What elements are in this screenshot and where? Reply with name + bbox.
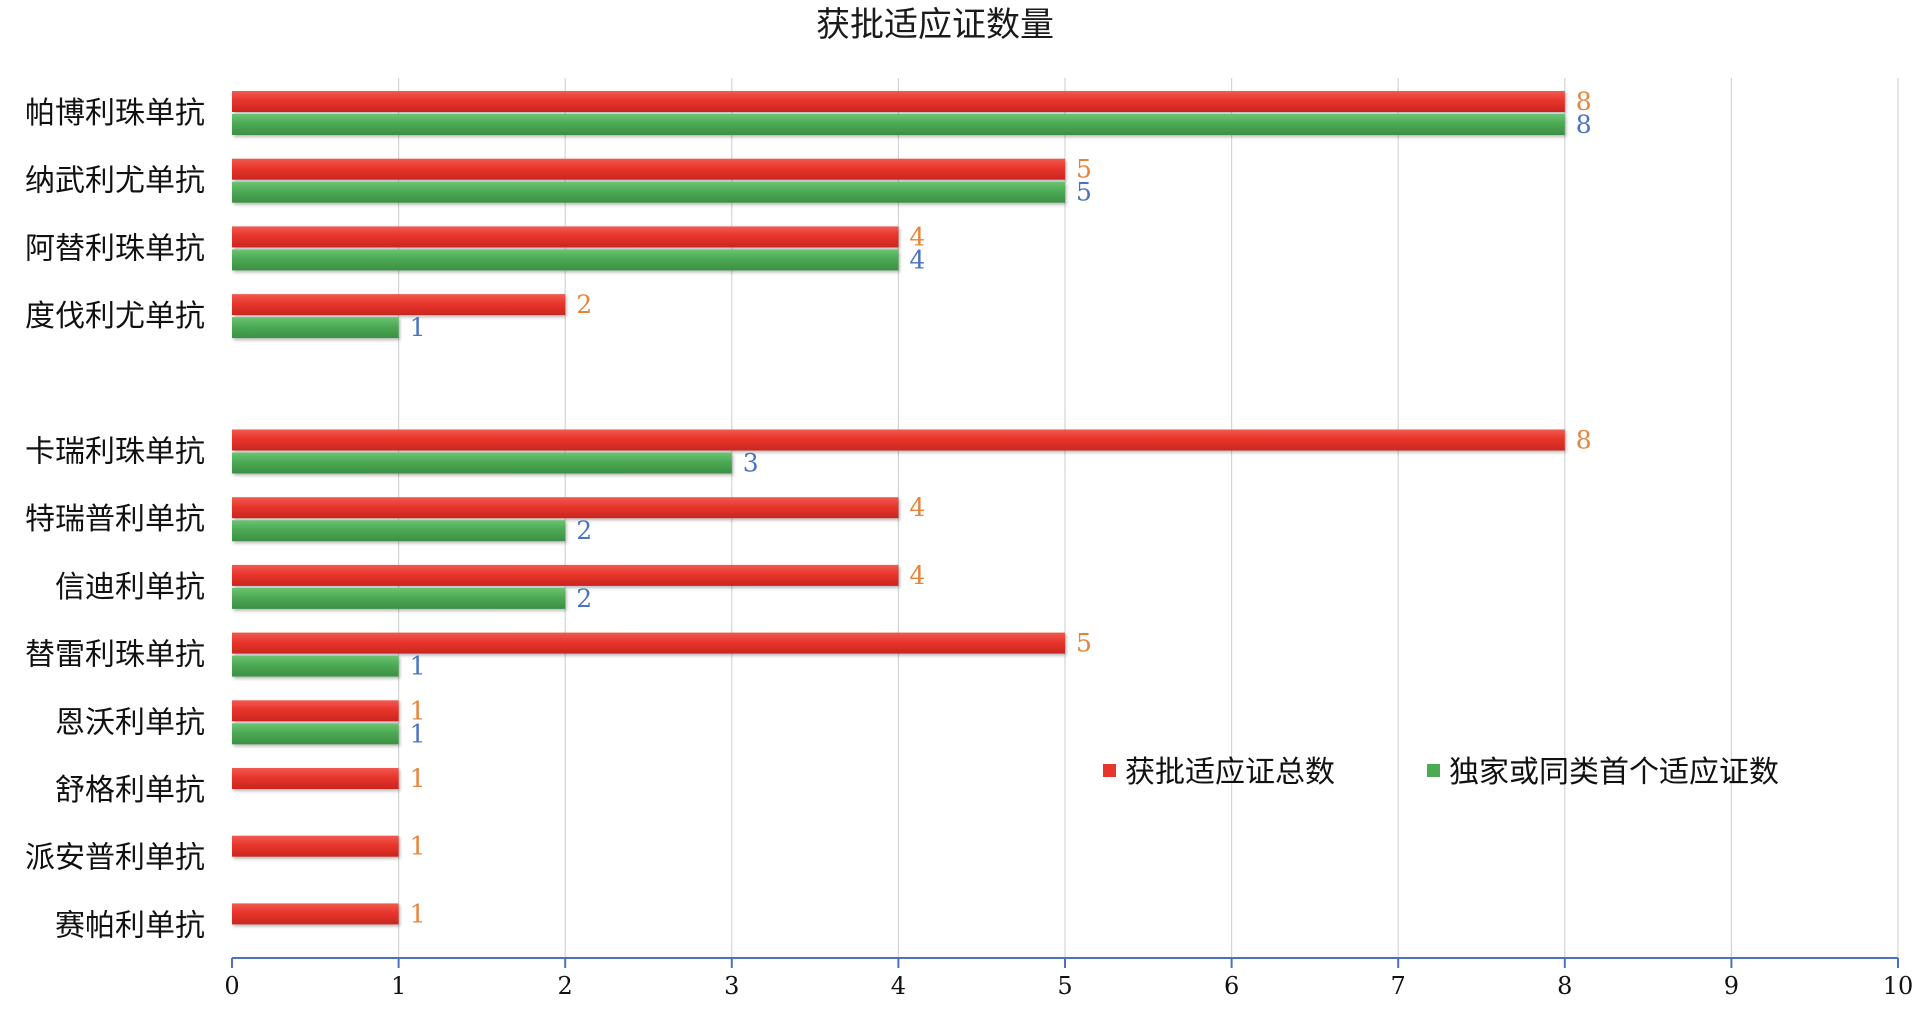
category-label: 舒格利单抗 xyxy=(55,773,205,808)
bar-exclusive-9 xyxy=(232,723,399,745)
x-tick-label: 10 xyxy=(1883,972,1914,1000)
category-label: 特瑞普利单抗 xyxy=(25,502,205,537)
x-tick-label: 4 xyxy=(891,972,906,1000)
data-label: 1 xyxy=(410,832,426,861)
bar-total-12 xyxy=(232,903,399,925)
x-tick-label: 3 xyxy=(724,972,739,1000)
data-label: 8 xyxy=(1576,110,1592,139)
data-label: 4 xyxy=(909,222,925,251)
category-label: 派安普利单抗 xyxy=(25,841,205,876)
x-tick-label: 9 xyxy=(1724,972,1739,1000)
category-label: 恩沃利单抗 xyxy=(55,705,205,740)
category-label: 替雷利珠单抗 xyxy=(25,638,205,673)
data-label: 5 xyxy=(1076,155,1092,184)
bar-total-5 xyxy=(232,429,1565,451)
data-label: 1 xyxy=(410,652,426,681)
data-label: 3 xyxy=(743,449,759,478)
x-tick-label: 5 xyxy=(1057,972,1072,1000)
data-label: 1 xyxy=(410,696,426,725)
legend-label: 独家或同类首个适应证数 xyxy=(1449,755,1779,790)
bar-total-2 xyxy=(232,226,899,248)
bars xyxy=(232,91,1565,925)
x-tick-label: 1 xyxy=(391,972,406,1000)
legend-swatch-total xyxy=(1103,764,1116,777)
data-label: 8 xyxy=(1576,426,1592,455)
bar-exclusive-1 xyxy=(232,181,1065,203)
bar-exclusive-2 xyxy=(232,249,899,271)
data-label: 2 xyxy=(576,584,592,613)
bar-exclusive-3 xyxy=(232,317,399,339)
bar-exclusive-0 xyxy=(232,114,1565,135)
data-label: 1 xyxy=(410,719,426,748)
chart-title: 获批适应证数量 xyxy=(816,5,1054,45)
category-label: 信迪利单抗 xyxy=(55,570,205,605)
data-label: 4 xyxy=(909,493,925,522)
legend-label: 获批适应证总数 xyxy=(1125,755,1335,790)
data-label: 8 xyxy=(1576,87,1592,116)
category-label: 纳武利尤单抗 xyxy=(25,164,205,199)
data-label: 2 xyxy=(576,516,592,545)
bar-total-1 xyxy=(232,158,1065,180)
bar-exclusive-5 xyxy=(232,452,732,474)
bar-total-0 xyxy=(232,91,1565,112)
bar-exclusive-6 xyxy=(232,520,566,542)
category-label: 度伐利尤单抗 xyxy=(25,299,205,334)
data-label: 5 xyxy=(1076,178,1092,207)
bar-total-7 xyxy=(232,564,899,586)
x-tick-label: 2 xyxy=(558,972,573,1000)
data-label: 5 xyxy=(1076,629,1092,658)
bar-total-10 xyxy=(232,768,399,789)
data-label: 2 xyxy=(576,290,592,319)
x-tick-label: 8 xyxy=(1557,972,1572,1000)
bar-total-9 xyxy=(232,700,399,722)
data-label: 1 xyxy=(410,764,426,793)
bar-exclusive-8 xyxy=(232,655,399,677)
x-axis: 0 1 2 3 4 5 6 7 8 9 10 xyxy=(224,957,1914,1000)
category-label: 帕博利珠单抗 xyxy=(25,96,205,131)
grid-lines xyxy=(398,78,1899,958)
x-tick-label: 7 xyxy=(1391,972,1406,1000)
category-label: 赛帕利单抗 xyxy=(55,908,205,943)
category-label: 卡瑞利珠单抗 xyxy=(25,435,205,470)
x-tick-label: 6 xyxy=(1224,972,1239,1000)
legend-swatch-exclusive xyxy=(1427,764,1440,777)
bar-exclusive-7 xyxy=(232,587,566,609)
data-label: 4 xyxy=(909,245,925,274)
x-tick-label: 0 xyxy=(224,972,239,1000)
bar-total-6 xyxy=(232,497,899,519)
data-label: 1 xyxy=(410,313,426,342)
data-label: 1 xyxy=(410,899,426,928)
bar-total-11 xyxy=(232,835,399,857)
legend: 获批适应证总数 独家或同类首个适应证数 xyxy=(1103,755,1779,790)
category-label: 阿替利珠单抗 xyxy=(25,231,205,266)
data-label: 4 xyxy=(909,561,925,590)
bar-total-8 xyxy=(232,632,1065,654)
bar-total-3 xyxy=(232,294,566,316)
